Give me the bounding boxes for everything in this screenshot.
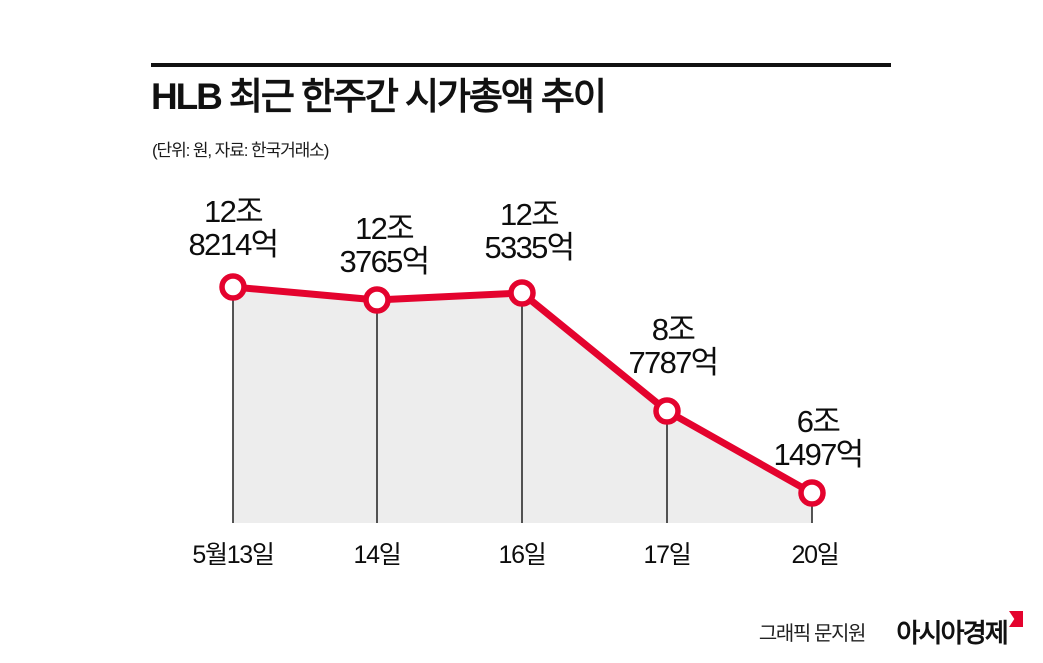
- value-label-line1: 12조: [355, 211, 415, 246]
- value-label-line1: 12조: [500, 197, 560, 232]
- value-label-line2: 8214억: [188, 226, 280, 262]
- value-label: 12조 3765억: [339, 211, 431, 279]
- value-label-line2: 3765억: [339, 243, 431, 279]
- brand-flag-icon: [1009, 611, 1023, 627]
- data-point-marker[interactable]: [508, 279, 536, 307]
- value-label: 8조 7787억: [628, 312, 720, 380]
- value-label-line2: 5335억: [484, 229, 576, 265]
- tick-drop-lines: [232, 289, 813, 523]
- chart-subtitle-units-source: (단위: 원, 자료: 한국거래소): [152, 141, 329, 160]
- header-rule: [151, 63, 891, 67]
- value-label-line2: 1497억: [773, 436, 865, 472]
- value-label: 6조 1497억: [773, 404, 865, 472]
- x-axis-label: 16일: [498, 541, 547, 569]
- value-label: 12조 5335억: [484, 197, 576, 265]
- data-point-markers: [219, 273, 826, 507]
- value-label-line1: 6조: [796, 404, 841, 439]
- x-axis-label: 17일: [643, 541, 692, 569]
- graphic-credit: 그래픽 문지원: [758, 623, 867, 645]
- x-axis-label: 20일: [791, 541, 840, 569]
- data-point-marker[interactable]: [653, 397, 681, 425]
- brand-logo-text: 아시아경제: [896, 618, 1008, 648]
- data-point-marker[interactable]: [363, 286, 391, 314]
- value-label-line1: 12조: [204, 194, 264, 229]
- x-axis-label: 5월13일: [192, 541, 275, 569]
- value-label: 12조 8214억: [188, 194, 280, 262]
- x-axis-label: 14일: [353, 541, 402, 569]
- data-point-marker[interactable]: [219, 273, 247, 301]
- value-label-line2: 7787억: [628, 344, 720, 380]
- page-title: HLB 최근 한주간 시가총액 추이: [151, 76, 607, 117]
- value-label-line1: 8조: [651, 312, 696, 347]
- data-point-marker[interactable]: [798, 479, 826, 507]
